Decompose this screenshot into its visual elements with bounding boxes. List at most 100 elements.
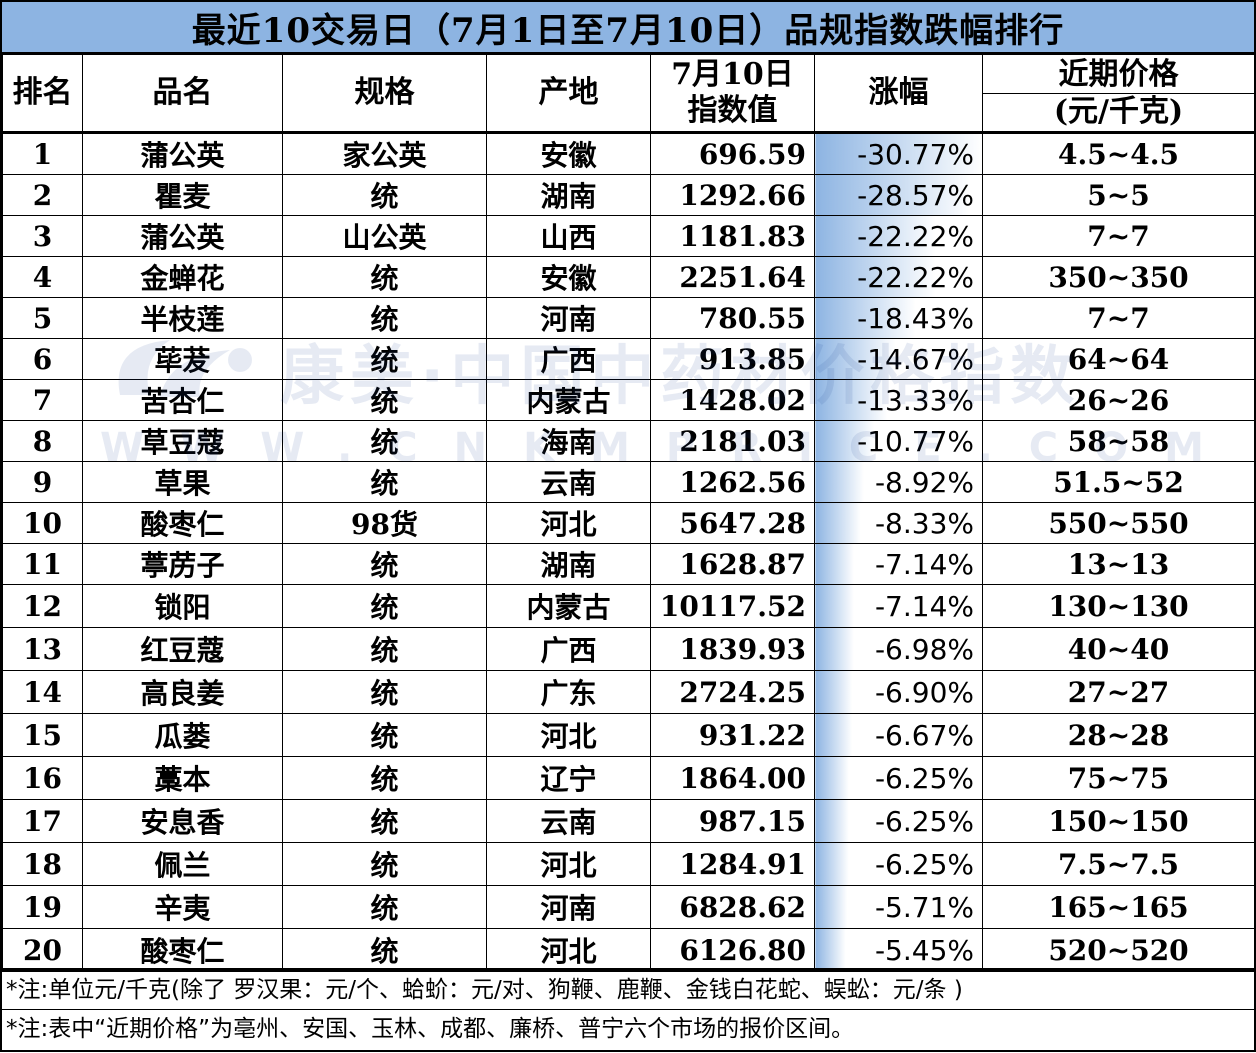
cell-change: -5.45%: [814, 928, 983, 972]
table-row: 3 蒲公英 山公英 山西 1181.83 -22.22% 7~7: [2, 215, 1255, 257]
header-change: 涨幅: [814, 54, 983, 134]
header-index: 7月10日 指数值: [650, 54, 815, 134]
header-index-line1: 7月10日: [671, 57, 794, 92]
header-origin: 产地: [486, 54, 651, 134]
note-unit: *注:单位元/千克(除了 罗汉果：元/个、蛤蚧：元/对、狗鞭、鹿鞭、金钱白花蛇、…: [6, 977, 963, 1003]
header-spec: 规格: [282, 54, 487, 134]
cell-price: 7~7: [982, 297, 1255, 339]
cell-name: 锁阳: [82, 584, 283, 628]
cell-change: -6.25%: [814, 756, 983, 800]
cell-rank: 8: [2, 420, 83, 462]
cell-rank: 12: [2, 584, 83, 628]
header-rank: 排名: [2, 54, 83, 134]
cell-origin: 内蒙古: [486, 379, 651, 421]
cell-origin: 河北: [486, 713, 651, 757]
cell-origin: 海南: [486, 420, 651, 462]
cell-origin: 广西: [486, 338, 651, 380]
cell-rank: 1: [2, 132, 83, 175]
table-row: 4 金蝉花统安徽 2251.64 -22.22% 350~350: [2, 256, 1255, 298]
cell-origin: 广东: [486, 670, 651, 714]
cell-spec: 统: [282, 584, 487, 628]
cell-name: 苦杏仁: [82, 379, 283, 421]
table-row: 20 酸枣仁统河北 6126.80 -5.45% 520~520: [2, 928, 1255, 972]
cell-index: 913.85: [650, 338, 815, 380]
cell-origin: 河北: [486, 928, 651, 972]
cell-origin: 辽宁: [486, 756, 651, 800]
cell-rank: 4: [2, 256, 83, 298]
cell-change: -8.92%: [814, 461, 983, 503]
cell-index: 1292.66: [650, 174, 815, 216]
header-index-line2: 指数值: [687, 93, 778, 128]
cell-index: 1864.00: [650, 756, 815, 800]
cell-change: -5.71%: [814, 885, 983, 929]
cell-rank: 5: [2, 297, 83, 339]
table-row: 18 佩兰统河北 1284.91 -6.25% 7.5~7.5: [2, 842, 1255, 886]
cell-origin: 安徽: [486, 256, 651, 298]
cell-price: 165~165: [982, 885, 1255, 929]
cell-spec: 统: [282, 461, 487, 503]
cell-name: 安息香: [82, 799, 283, 843]
cell-price: 27~27: [982, 670, 1255, 714]
cell-origin: 山西: [486, 215, 651, 257]
cell-rank: 6: [2, 338, 83, 380]
cell-origin: 河南: [486, 885, 651, 929]
table-row: 11 葶苈子统湖南 1628.87 -7.14% 13~13: [2, 543, 1255, 585]
cell-price: 40~40: [982, 627, 1255, 671]
cell-price: 28~28: [982, 713, 1255, 757]
cell-spec: 统: [282, 256, 487, 298]
cell-origin: 内蒙古: [486, 584, 651, 628]
cell-spec: 统: [282, 885, 487, 929]
cell-spec: 统: [282, 756, 487, 800]
header-price-line1: 近期价格: [983, 57, 1254, 94]
cell-change: -6.25%: [814, 842, 983, 886]
cell-index: 2181.03: [650, 420, 815, 462]
cell-index: 987.15: [650, 799, 815, 843]
cell-origin: 广西: [486, 627, 651, 671]
table-row: 17 安息香统云南 987.15 -6.25% 150~150: [2, 799, 1255, 843]
cell-price: 13~13: [982, 543, 1255, 585]
cell-rank: 17: [2, 799, 83, 843]
cell-index: 5647.28: [650, 502, 815, 544]
cell-change: -28.57%: [814, 174, 983, 216]
table-row: 16 藁本统辽宁 1864.00 -6.25% 75~75: [2, 756, 1255, 800]
cell-name: 红豆蔻: [82, 627, 283, 671]
cell-spec: 统: [282, 174, 487, 216]
cell-rank: 3: [2, 215, 83, 257]
table-row: 5 半枝莲统河南 780.55 -18.43% 7~7: [2, 297, 1255, 339]
table-row: 8 草豆蔻统海南 2181.03 -10.77% 58~58: [2, 420, 1255, 462]
cell-spec: 统: [282, 670, 487, 714]
cell-origin: 湖南: [486, 174, 651, 216]
notes: *注:单位元/千克(除了 罗汉果：元/个、蛤蚧：元/对、狗鞭、鹿鞭、金钱白花蛇、…: [2, 968, 1254, 1053]
cell-change: -6.25%: [814, 799, 983, 843]
cell-index: 931.22: [650, 713, 815, 757]
table-row: 19 辛夷统河南 6828.62 -5.71% 165~165: [2, 885, 1255, 929]
cell-change: -6.98%: [814, 627, 983, 671]
table-row: 14 高良姜统广东 2724.25 -6.90% 27~27: [2, 670, 1255, 714]
cell-change: -7.14%: [814, 584, 983, 628]
cell-change: -6.67%: [814, 713, 983, 757]
cell-rank: 18: [2, 842, 83, 886]
cell-index: 1284.91: [650, 842, 815, 886]
cell-price: 75~75: [982, 756, 1255, 800]
cell-origin: 安徽: [486, 132, 651, 175]
cell-price: 58~58: [982, 420, 1255, 462]
cell-change: -13.33%: [814, 379, 983, 421]
cell-price: 26~26: [982, 379, 1255, 421]
cell-index: 10117.52: [650, 584, 815, 628]
cell-change: -14.67%: [814, 338, 983, 380]
cell-spec: 山公英: [282, 215, 487, 257]
cell-origin: 河北: [486, 502, 651, 544]
cell-price: 550~550: [982, 502, 1255, 544]
cell-spec: 家公英: [282, 132, 487, 175]
cell-index: 1628.87: [650, 543, 815, 585]
cell-rank: 20: [2, 928, 83, 972]
cell-origin: 河北: [486, 842, 651, 886]
cell-index: 696.59: [650, 132, 815, 175]
header-price-line2: (元/千克): [1053, 93, 1184, 129]
cell-spec: 统: [282, 379, 487, 421]
cell-spec: 统: [282, 627, 487, 671]
cell-change: -7.14%: [814, 543, 983, 585]
cell-rank: 19: [2, 885, 83, 929]
cell-price: 4.5~4.5: [982, 132, 1255, 175]
